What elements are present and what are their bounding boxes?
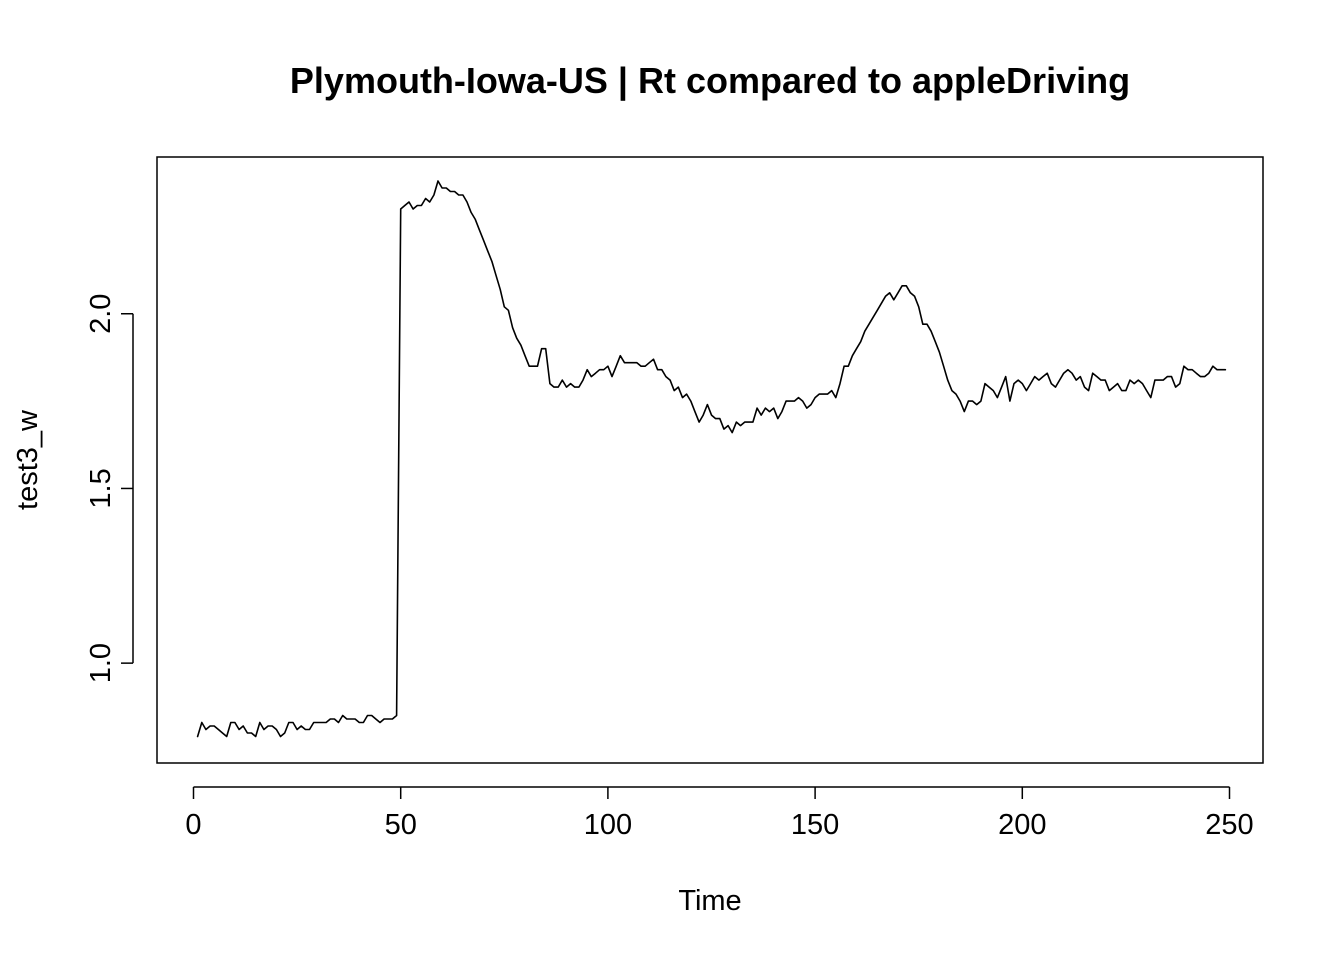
y-tick-label: 1.5 [85, 468, 117, 508]
x-tick-label: 0 [185, 809, 201, 841]
y-tick-label: 1.0 [85, 643, 117, 683]
series-line [196, 180, 1227, 738]
x-tick-label: 100 [584, 809, 632, 841]
x-tick-label: 50 [385, 809, 417, 841]
y-tick-label: 2.0 [85, 294, 117, 334]
x-tick-label: 200 [998, 809, 1046, 841]
x-axis-label: Time [678, 885, 741, 917]
y-axis-label: test3_w [12, 409, 44, 510]
x-axis: 0 50 100 150 200 250 [185, 786, 1254, 841]
x-tick-label: 250 [1205, 809, 1253, 841]
chart-title: Plymouth-Iowa-US | Rt compared to appleD… [290, 60, 1130, 102]
x-tick-label: 150 [791, 809, 839, 841]
plot-frame [156, 156, 1264, 764]
y-axis: 1.0 1.5 2.0 [85, 294, 134, 683]
